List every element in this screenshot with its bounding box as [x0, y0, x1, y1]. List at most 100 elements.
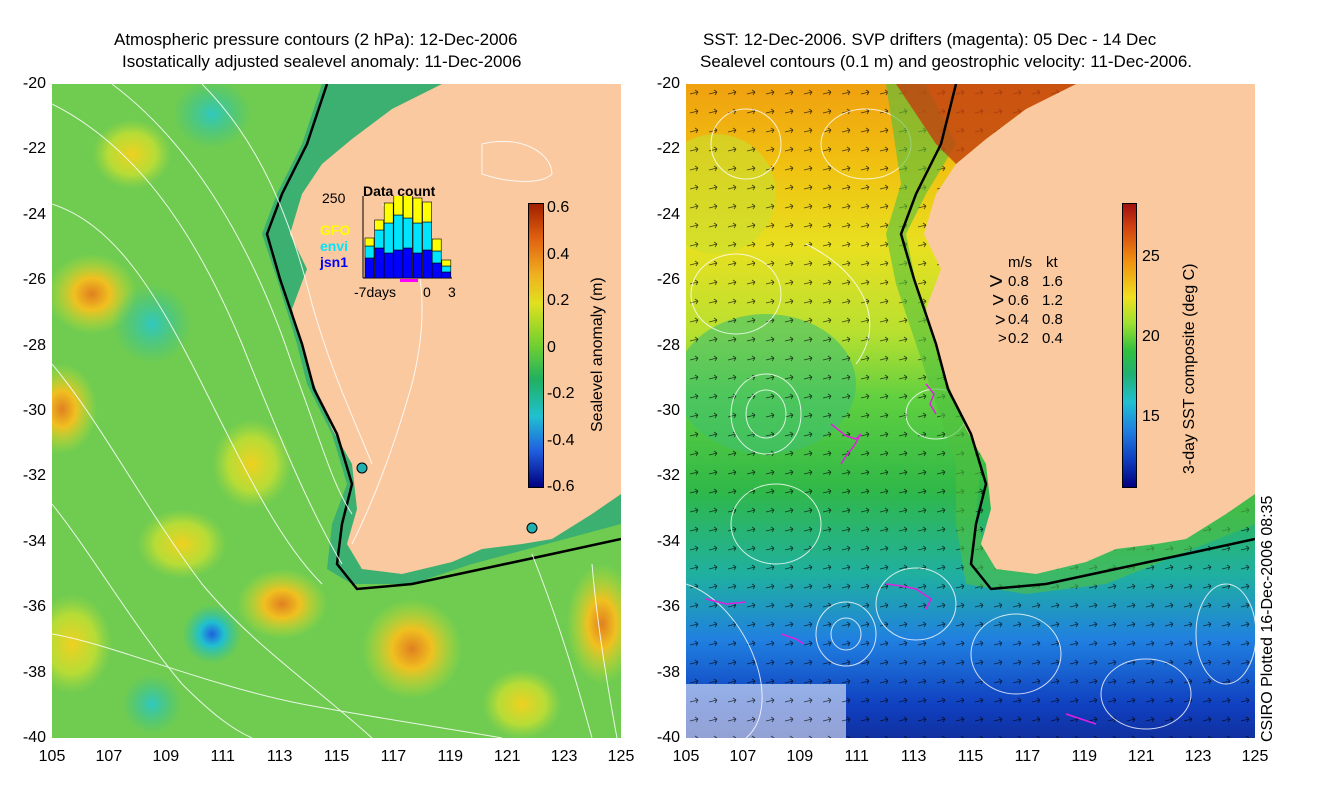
left-x-tick: 117 [380, 748, 407, 765]
left-x-tick: 121 [493, 748, 521, 765]
right-y-tick: -20 [656, 75, 680, 92]
histogram-bar [422, 201, 432, 223]
histogram-bar [412, 197, 423, 224]
histogram-bar [431, 250, 442, 264]
right-y-tick: -40 [656, 729, 680, 746]
sealevel-colorbar-tick: 0.6 [547, 199, 570, 216]
left-y-tick: -38 [22, 663, 46, 681]
histogram-bar [403, 196, 413, 219]
histogram-bar [364, 237, 375, 247]
sst-colorbar-tick: 25 [1142, 248, 1160, 265]
left-title-line1: Atmospheric pressure contours (2 hPa): 1… [114, 30, 518, 49]
left-x-tick: 125 [607, 748, 635, 765]
sst-colorbar-tick: 15 [1142, 408, 1160, 425]
data-count-histogram [362, 196, 452, 282]
left-title-line2: Isostatically adjusted sealevel anomaly:… [122, 52, 522, 71]
right-y-tick: -24 [656, 205, 680, 223]
right-x-tick: 121 [1127, 748, 1155, 765]
sealevel-colorbar-tick: 0.4 [547, 245, 570, 263]
left-y-tick: -36 [22, 598, 46, 616]
left-y-tick: -20 [22, 75, 46, 92]
left-x-tick: 113 [266, 748, 293, 765]
histogram-bar [393, 196, 404, 216]
left-y-tick: -22 [22, 140, 46, 158]
sealevel-colorbar-tick: -0.2 [547, 385, 575, 402]
velocity-arrow-icon: > [998, 330, 1007, 347]
sst-map-svg [686, 84, 1255, 738]
histogram-bar [422, 249, 432, 279]
histogram-bar [441, 265, 452, 273]
right-y-tick: -30 [656, 402, 680, 419]
right-y-tick: -22 [656, 140, 680, 158]
right-x-tick: 111 [844, 748, 869, 765]
histogram-bar [383, 202, 394, 224]
histogram-bar [374, 229, 384, 249]
right-x-tick: 117 [1014, 748, 1041, 765]
right-x-tick: 113 [900, 748, 927, 765]
svp-drifter-tracks [705, 383, 1097, 725]
tide-gauge-marker [356, 462, 368, 474]
left-x-tick: 105 [38, 748, 66, 765]
right-y-tick: -28 [656, 336, 680, 354]
right-x-tick: 105 [672, 748, 700, 765]
right-title-line1: SST: 12-Dec-2006. SVP drifters (magenta)… [703, 30, 1157, 49]
inset-x-label-start: -7days [354, 284, 397, 300]
left-y-tick: -26 [22, 271, 46, 289]
velocity-ms-value: 0.6 [1008, 292, 1029, 309]
velocity-kt-value: 0.8 [1042, 311, 1063, 328]
shelf-isobath [265, 84, 621, 591]
histogram-bar [422, 221, 432, 251]
right-x-tick: 109 [786, 748, 814, 765]
velocity-ms-value: 0.8 [1008, 273, 1029, 290]
sst-colorbar [1122, 203, 1137, 488]
sst-colorbar-tick: 20 [1142, 328, 1160, 345]
sst-map [686, 84, 1255, 738]
inset-x-label-end: 3 [448, 284, 456, 300]
histogram-bar [364, 245, 375, 259]
inset-max-label: 250 [322, 190, 346, 206]
left-y-tick: -34 [22, 532, 46, 550]
inset-legend-envi: envi [320, 238, 349, 254]
velocity-kt-value: 1.2 [1042, 292, 1063, 309]
sealevel-colorbar-tick: -0.4 [547, 431, 575, 449]
sealevel-colorbar-tick: 0.2 [547, 292, 570, 309]
right-y-tick: -36 [656, 598, 680, 616]
left-x-tick: 109 [152, 748, 180, 765]
velocity-kt-value: 1.6 [1042, 273, 1063, 290]
histogram-bar [393, 214, 404, 251]
velocity-arrow-icon: > [992, 289, 1005, 312]
left-y-tick: -24 [22, 205, 46, 223]
inset-title: Data count [363, 183, 436, 199]
histogram-bar [431, 262, 442, 279]
right-y-tick: -26 [656, 271, 680, 289]
inset-legend-gfo: GFO [320, 222, 351, 238]
histogram-bar [431, 238, 442, 252]
left-y-tick: -28 [22, 336, 46, 354]
histogram-bar [412, 222, 423, 254]
left-x-tick: 115 [323, 748, 350, 765]
tide-gauge-marker [526, 522, 538, 534]
sealevel-contours [686, 108, 1255, 738]
australia-landmass [924, 84, 1255, 574]
left-x-tick: 119 [437, 748, 464, 765]
left-x-tick: 107 [95, 748, 123, 765]
pressure-contours [52, 84, 618, 738]
right-x-tick: 107 [729, 748, 757, 765]
velocity-ms-value: 0.2 [1008, 330, 1029, 347]
sealevel-colorbar-tick: 0 [547, 338, 556, 356]
right-y-tick: -32 [656, 467, 680, 485]
velocity-ms-value: 0.4 [1008, 311, 1029, 328]
sst-colorbar-label: 3-day SST composite (deg C) [1181, 263, 1198, 474]
histogram-bar [393, 249, 404, 279]
inset-x-label-zero: 0 [423, 284, 431, 300]
right-x-tick: 115 [957, 748, 984, 765]
histogram-bar [441, 271, 452, 279]
velocity-legend-header-ms: m/s [1008, 254, 1033, 271]
right-y-tick: -38 [656, 663, 680, 681]
histogram-bar [374, 219, 384, 231]
shelf-isobath [899, 84, 1255, 591]
histogram-bar [412, 252, 423, 279]
left-x-tick: 111 [210, 748, 235, 765]
left-x-tick: 123 [550, 748, 578, 765]
left-y-tick: -30 [22, 402, 46, 419]
